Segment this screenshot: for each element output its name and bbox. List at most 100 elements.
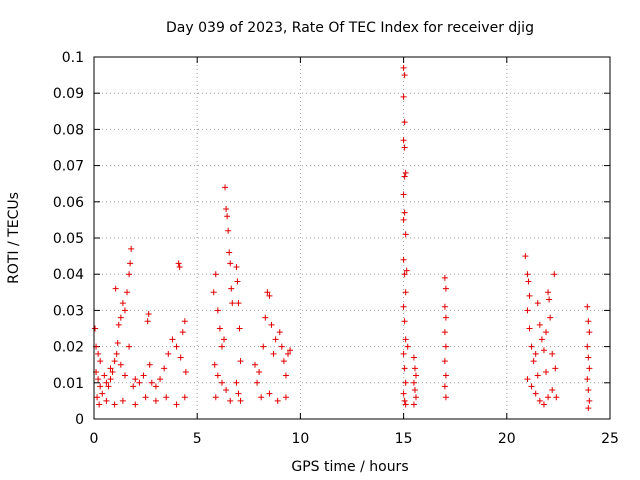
data-point bbox=[142, 394, 149, 401]
x-tick-label: 0 bbox=[90, 431, 99, 447]
data-point bbox=[400, 137, 407, 144]
data-point bbox=[401, 397, 408, 404]
data-point bbox=[126, 343, 133, 350]
data-point bbox=[165, 350, 172, 357]
data-point bbox=[111, 401, 118, 408]
data-point bbox=[101, 372, 108, 379]
data-point bbox=[401, 271, 408, 278]
data-point bbox=[411, 387, 418, 394]
y-tick-label: 0.06 bbox=[53, 195, 84, 211]
grid-lines bbox=[94, 57, 610, 419]
data-point bbox=[233, 263, 240, 270]
data-point bbox=[276, 329, 283, 336]
data-point bbox=[103, 379, 110, 386]
x-tick-label: 20 bbox=[498, 431, 516, 447]
data-point bbox=[260, 343, 267, 350]
data-point bbox=[411, 365, 418, 372]
data-point bbox=[210, 289, 217, 296]
data-point bbox=[401, 365, 408, 372]
data-point bbox=[525, 278, 532, 285]
plot-frame bbox=[93, 56, 611, 420]
data-point bbox=[132, 376, 139, 383]
data-point bbox=[585, 318, 592, 325]
data-point bbox=[227, 397, 234, 404]
data-point bbox=[403, 267, 410, 274]
y-tick-label: 0.08 bbox=[53, 122, 84, 138]
data-point bbox=[441, 329, 448, 336]
data-point bbox=[222, 184, 229, 191]
data-point bbox=[400, 216, 407, 223]
data-point bbox=[212, 271, 219, 278]
chart-title: Day 039 of 2023, Rate Of TEC Index for r… bbox=[166, 20, 534, 36]
data-point bbox=[235, 300, 242, 307]
y-tick-label: 0.04 bbox=[53, 267, 84, 283]
data-point bbox=[442, 394, 449, 401]
data-point bbox=[234, 278, 241, 285]
data-point bbox=[400, 191, 407, 198]
data-point bbox=[233, 379, 240, 386]
data-point bbox=[214, 372, 221, 379]
data-point bbox=[272, 336, 279, 343]
data-point bbox=[540, 401, 547, 408]
data-point bbox=[225, 227, 232, 234]
data-point bbox=[136, 379, 143, 386]
data-point bbox=[543, 329, 550, 336]
data-point bbox=[534, 300, 541, 307]
data-point bbox=[146, 361, 153, 368]
data-point bbox=[552, 365, 559, 372]
data-point bbox=[140, 372, 147, 379]
data-point bbox=[586, 397, 593, 404]
data-point bbox=[401, 72, 408, 79]
data-point bbox=[117, 361, 124, 368]
data-point bbox=[530, 358, 537, 365]
data-point bbox=[400, 390, 407, 397]
data-point bbox=[442, 372, 449, 379]
data-point bbox=[111, 358, 118, 365]
data-point bbox=[584, 343, 591, 350]
data-point bbox=[92, 325, 99, 332]
data-point bbox=[218, 379, 225, 386]
data-point bbox=[546, 296, 553, 303]
data-point bbox=[266, 390, 273, 397]
data-point bbox=[545, 289, 552, 296]
data-point bbox=[264, 289, 271, 296]
data-point bbox=[536, 321, 543, 328]
data-point bbox=[229, 300, 236, 307]
data-point bbox=[132, 401, 139, 408]
data-point bbox=[157, 376, 164, 383]
data-point bbox=[401, 144, 408, 151]
data-point bbox=[532, 350, 539, 357]
x-tick-label: 15 bbox=[395, 431, 413, 447]
data-point bbox=[549, 350, 556, 357]
data-point bbox=[128, 245, 135, 252]
data-point bbox=[126, 271, 133, 278]
data-point bbox=[127, 260, 134, 267]
data-point bbox=[179, 329, 186, 336]
data-point bbox=[401, 173, 408, 180]
data-point bbox=[402, 231, 409, 238]
x-axis-label: GPS time / hours bbox=[291, 459, 408, 475]
data-point bbox=[212, 394, 219, 401]
data-point bbox=[586, 365, 593, 372]
data-point bbox=[586, 329, 593, 336]
data-point bbox=[181, 394, 188, 401]
data-point bbox=[410, 401, 417, 408]
data-point bbox=[280, 358, 287, 365]
data-point bbox=[532, 390, 539, 397]
data-point bbox=[402, 379, 409, 386]
data-point bbox=[95, 376, 102, 383]
data-point bbox=[543, 368, 550, 375]
data-point bbox=[237, 358, 244, 365]
data-point bbox=[124, 289, 131, 296]
data-point bbox=[218, 343, 225, 350]
data-point bbox=[538, 336, 545, 343]
data-point bbox=[524, 271, 531, 278]
data-point bbox=[400, 303, 407, 310]
data-point bbox=[442, 285, 449, 292]
data-point bbox=[442, 343, 449, 350]
data-point bbox=[113, 350, 120, 357]
data-point bbox=[412, 394, 419, 401]
data-point bbox=[173, 401, 180, 408]
data-point bbox=[173, 343, 180, 350]
data-point bbox=[266, 292, 273, 299]
